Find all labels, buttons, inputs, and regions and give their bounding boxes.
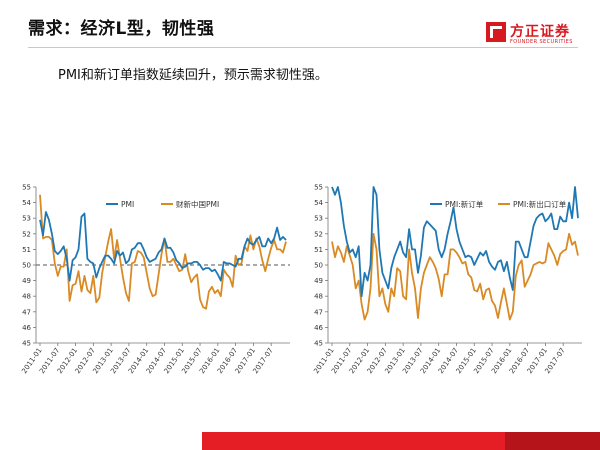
logo-chinese-name: 方正证券	[510, 24, 570, 40]
legend-label: 财新中国PMI	[176, 199, 219, 209]
y-tick-label: 51	[314, 246, 323, 254]
footer-band-dark	[505, 432, 600, 450]
chart-svg: 45464748495051525354552011-012011-072012…	[20, 184, 290, 375]
y-tick-label: 46	[314, 324, 323, 332]
y-tick-label: 51	[22, 246, 31, 254]
founder-securities-logo: 方正证券 FOUNDER SECURITIES	[486, 21, 582, 49]
y-tick-label: 49	[314, 277, 323, 285]
y-tick-label: 50	[22, 262, 31, 270]
y-tick-label: 52	[22, 230, 31, 238]
y-tick-label: 49	[22, 277, 31, 285]
y-tick-label: 54	[22, 199, 31, 207]
pmi-chart: 45 46 47 48 49 50 51 52 53 54 55 2011-01 2011-07 2012…	[8, 180, 300, 380]
title-divider	[28, 47, 578, 48]
slide-title: 需求：经济L型，韧性强	[28, 19, 215, 39]
y-tick-label: 55	[314, 184, 323, 192]
y-tick-label: 45	[314, 340, 323, 348]
y-tick-label: 48	[22, 293, 31, 301]
y-tick-label: 47	[314, 308, 323, 316]
y-tick-label: 45	[22, 340, 31, 348]
legend-label: PMI:新订单	[445, 199, 484, 209]
new-orders-chart: 45 46 47 48 49 50 51 52 53 54 55 2011-01 2011-07 2012…	[300, 180, 592, 380]
y-tick-label: 55	[22, 184, 31, 192]
chart-svg: 45464748495051525354552011-012011-072012…	[312, 184, 582, 375]
y-tick-label: 47	[22, 308, 31, 316]
legend-label: PMI:新出口订单	[513, 199, 567, 209]
y-tick-label: 48	[314, 293, 323, 301]
y-tick-label: 50	[314, 262, 323, 270]
series-line-1	[331, 232, 579, 321]
series-line-0	[331, 186, 579, 298]
series-line-0	[39, 211, 287, 282]
y-tick-label: 54	[314, 199, 323, 207]
y-tick-label: 53	[22, 215, 31, 223]
footer-band	[202, 432, 600, 450]
founder-logo-icon	[486, 22, 506, 42]
legend-label: PMI	[121, 200, 134, 209]
y-tick-label: 46	[22, 324, 31, 332]
y-tick-label: 53	[314, 215, 323, 223]
slide-subtitle: PMI和新订单指数延续回升，预示需求韧性强。	[58, 68, 328, 83]
logo-english-name: FOUNDER SECURITIES	[510, 39, 573, 45]
y-tick-label: 52	[314, 230, 323, 238]
